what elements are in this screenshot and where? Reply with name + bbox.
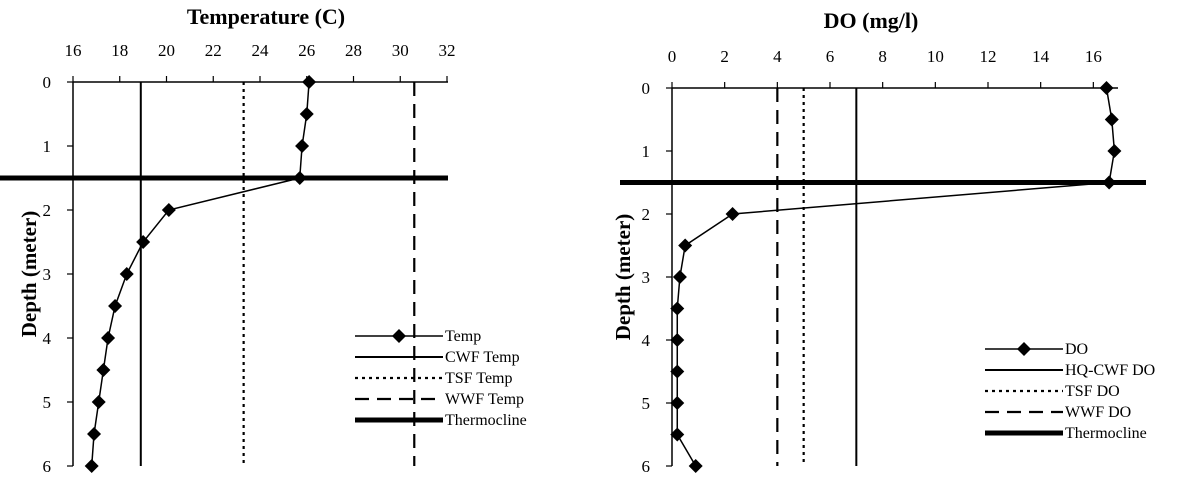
chart-title: DO (mg/l) — [824, 8, 919, 33]
data-point — [108, 299, 123, 313]
x-tick-label: 30 — [392, 41, 409, 60]
y-tick-label: 3 — [43, 265, 52, 284]
data-point — [119, 267, 134, 281]
x-tick-label: 26 — [298, 41, 315, 60]
x-tick-label: 2 — [720, 47, 729, 66]
legend: Temp CWF Temp TSF Temp WWF Temp Thermocline — [355, 328, 527, 429]
data-point — [1107, 144, 1122, 158]
legend-label: TSF Temp — [445, 370, 512, 387]
x-tick-label: 16 — [1085, 47, 1102, 66]
data-point — [87, 427, 102, 441]
y-tick-label: 5 — [642, 394, 651, 413]
legend-label: Thermocline — [445, 412, 527, 429]
y-axis-label: Depth (meter) — [17, 211, 41, 338]
x-tick-label: 32 — [439, 41, 456, 60]
legend-label: HQ-CWF DO — [1065, 362, 1155, 379]
legend-label: TSF DO — [1065, 383, 1120, 400]
x-tick-label: 20 — [158, 41, 175, 60]
x-tick-label: 8 — [878, 47, 887, 66]
x-tick-label: 10 — [927, 47, 944, 66]
y-tick-label: 0 — [43, 73, 52, 92]
data-point — [101, 331, 116, 345]
do-chart: DO (mg/l)Depth (meter)0 2 4 6 8 10 12 14 1601234… — [611, 8, 1155, 476]
legend: DO HQ-CWF DO TSF DO WWF DO Thermocline — [985, 341, 1155, 442]
data-point — [302, 75, 317, 89]
y-tick-label: 2 — [43, 201, 52, 220]
data-point — [96, 363, 111, 377]
data-point — [299, 107, 314, 121]
x-tick-label: 22 — [205, 41, 222, 60]
y-tick-label: 4 — [43, 329, 52, 348]
legend-marker — [392, 329, 406, 343]
y-tick-label: 4 — [642, 331, 651, 350]
data-point — [670, 364, 685, 379]
data-point — [136, 235, 151, 249]
data-point — [672, 270, 687, 284]
x-tick-label: 12 — [980, 47, 997, 66]
x-tick-label: 24 — [252, 41, 270, 60]
x-tick-label: 28 — [345, 41, 362, 60]
x-tick-label: 14 — [1032, 47, 1050, 66]
y-tick-label: 6 — [642, 457, 651, 476]
y-tick-label: 0 — [642, 79, 651, 98]
legend-label: WWF DO — [1065, 404, 1131, 421]
data-point — [91, 395, 106, 409]
data-point — [292, 171, 307, 185]
data-point — [725, 207, 740, 221]
legend-label: DO — [1065, 341, 1088, 358]
y-tick-label: 5 — [43, 393, 52, 412]
x-tick-label: 4 — [773, 47, 782, 66]
data-point — [1102, 175, 1117, 190]
x-tick-label: 16 — [65, 41, 82, 60]
data-point — [84, 459, 99, 473]
y-tick-label: 2 — [642, 205, 651, 224]
y-tick-label: 6 — [43, 457, 52, 476]
legend-label: CWF Temp — [445, 349, 520, 366]
data-point — [295, 139, 310, 153]
chart-title: Temperature (C) — [187, 4, 345, 29]
y-tick-label: 1 — [43, 137, 52, 156]
data-point — [1099, 81, 1114, 95]
x-tick-label: 18 — [111, 41, 128, 60]
data-point — [678, 238, 693, 253]
data-point — [670, 333, 685, 347]
x-tick-label: 0 — [668, 47, 677, 66]
y-axis-label: Depth (meter) — [611, 214, 635, 341]
y-tick-label: 1 — [642, 142, 651, 161]
data-point — [670, 427, 685, 442]
data-point — [1104, 112, 1119, 127]
temperature-chart: Temperature (C)Depth (meter)16 18 20 22 24 26… — [0, 4, 527, 476]
data-point — [670, 301, 685, 316]
data-point — [161, 203, 176, 217]
legend-marker — [1017, 342, 1031, 356]
legend-label: Thermocline — [1065, 425, 1147, 442]
legend-label: Temp — [445, 328, 481, 345]
profile-series-line — [676, 87, 1116, 467]
data-point — [670, 396, 685, 410]
data-point — [688, 459, 703, 473]
legend-label: WWF Temp — [445, 391, 524, 408]
y-tick-label: 3 — [642, 268, 651, 287]
x-tick-label: 6 — [826, 47, 835, 66]
